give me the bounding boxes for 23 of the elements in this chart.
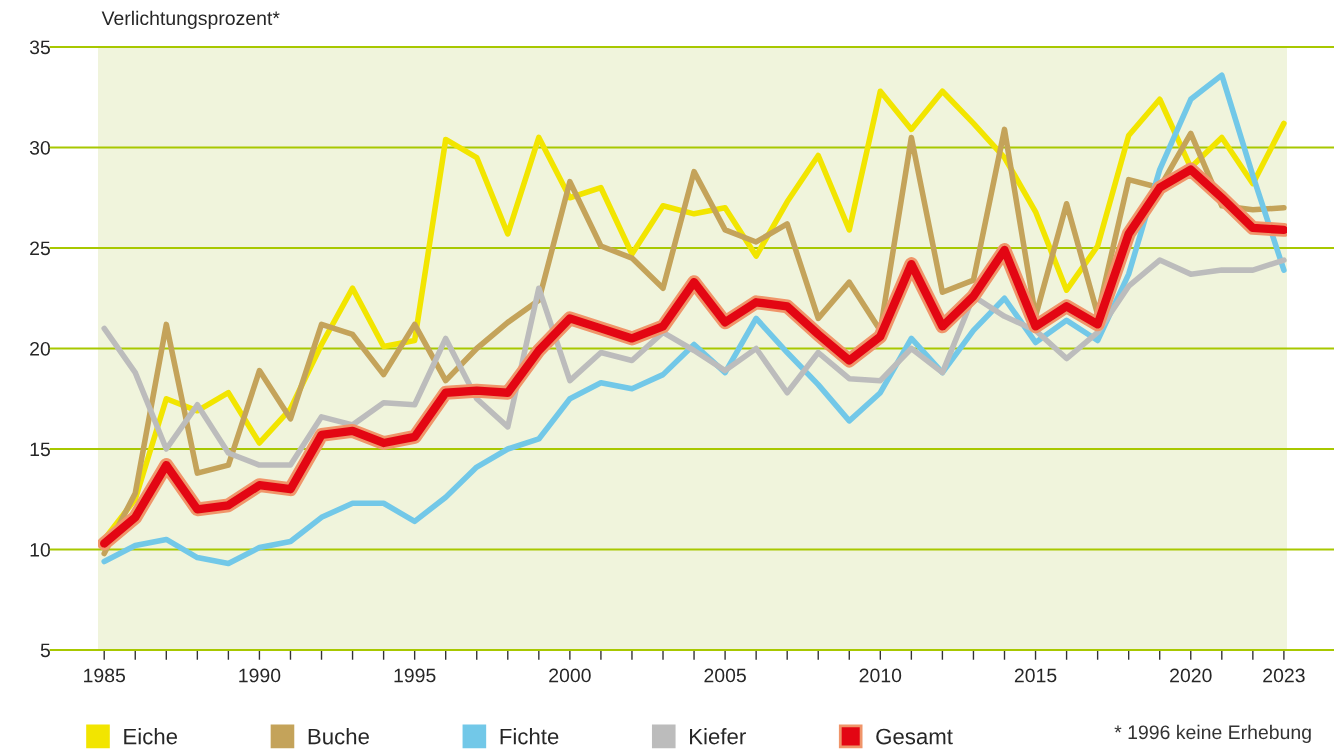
- legend-label: Fichte: [500, 728, 559, 745]
- text: * 1996 keine Erhebung: [1114, 724, 1311, 743]
- legend-label: Kiefer: [690, 728, 746, 745]
- y-tick-label: 20: [30, 341, 51, 356]
- x-tick-label: 1985: [84, 668, 126, 683]
- y-tick-label: 35: [29, 40, 50, 55]
- y-axis-title: Verlichtungsprozent*: [101, 10, 280, 29]
- x-tick-label: 2010: [859, 668, 902, 683]
- y-tick-label: 15: [30, 442, 50, 457]
- x-tick-label: 2000: [549, 668, 591, 683]
- legend-label: Gesamt: [876, 728, 953, 745]
- y-tick-label: 10: [30, 542, 51, 557]
- x-tick-label: 2020: [1170, 668, 1212, 683]
- x-tick-label: 2015: [1014, 668, 1057, 683]
- x-tick-label: 1990: [239, 668, 281, 683]
- x-tick-label: 2005: [704, 668, 746, 683]
- legend-label: Buche: [308, 728, 369, 745]
- y-tick-label: 5: [40, 643, 50, 658]
- y-tick-label: 30: [29, 140, 51, 155]
- y-tick-label: 25: [30, 241, 50, 256]
- legend-label: Eiche: [124, 728, 178, 745]
- x-tick-label: 2023: [1263, 668, 1305, 683]
- x-tick-label: 1995: [394, 668, 436, 683]
